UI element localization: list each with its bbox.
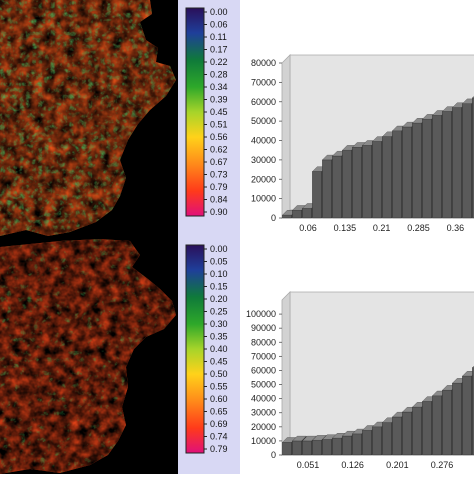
colorbar-tick-label: 0.30 — [210, 319, 228, 329]
y-tick-label: 70000 — [251, 351, 276, 361]
colorbar-ticks-top: 0.00 0.06 0.11 0.17 0.22 0.28 0.34 0.39 0.45 0.51… — [204, 7, 228, 217]
x-tick-label: 0.126 — [341, 460, 364, 470]
colorbar-legend-top: 0.00 0.06 0.11 0.17 0.22 0.28 0.34 0.39 0.45 0.51… — [178, 0, 240, 237]
colorbar-tick-label: 0.10 — [210, 269, 228, 279]
histogram-svg-top: 0 10000 20000 30000 40000 50000 60000 70000 8000… — [251, 54, 474, 233]
colorbar-tick-label: 0.45 — [210, 107, 228, 117]
y-tick-label: 10000 — [251, 436, 276, 446]
y-tick-label: 10000 — [251, 194, 276, 204]
colorbar-tick-label: 0.45 — [210, 357, 228, 367]
colorbar-svg-top: 0.00 0.06 0.11 0.17 0.22 0.28 0.34 0.39 0.45 0.51… — [185, 7, 228, 217]
colorbar-tick-label: 0.84 — [210, 195, 228, 205]
colorbar-tick-label: 0.05 — [210, 257, 228, 267]
colorbar-tick-label: 0.55 — [210, 382, 228, 392]
colorbar-tick-label: 0.22 — [210, 57, 228, 67]
colorbar-tick-label: 0.20 — [210, 294, 228, 304]
y-tick-label: 50000 — [251, 116, 276, 126]
colorbar-gradient-top — [185, 7, 205, 217]
colorbar-tick-label: 0.40 — [210, 344, 228, 354]
colorbar-legend-bottom: 0.00 0.05 0.10 0.15 0.20 0.25 0.30 0.35 0.40 0.45… — [178, 237, 240, 474]
colorbar-tick-label: 0.06 — [210, 20, 228, 30]
y-tick-label: 20000 — [251, 174, 276, 184]
x-tick-label: 0.21 — [373, 223, 391, 233]
y-tick-label: 70000 — [251, 77, 276, 87]
y-tick-label: 0 — [271, 450, 276, 460]
colorbar-tick-label: 0.39 — [210, 95, 228, 105]
heatmap-map-top — [0, 0, 178, 237]
y-tick-label: 40000 — [251, 394, 276, 404]
heatmap-svg-bottom — [0, 239, 176, 474]
colorbar-tick-label: 0.35 — [210, 332, 228, 342]
x-tick-label: 0.051 — [297, 460, 320, 470]
histogram-svg-bottom: 0 10000 20000 30000 40000 50000 60000 70000 8000… — [246, 291, 474, 470]
x-tick-label: 0.285 — [407, 223, 430, 233]
histogram-chart-bottom: 0 10000 20000 30000 40000 50000 60000 70000 8000… — [240, 237, 474, 474]
colorbar-gradient-bottom — [185, 244, 205, 454]
colorbar-tick-label: 0.73 — [210, 170, 228, 180]
colorbar-tick-label: 0.62 — [210, 145, 228, 155]
colorbar-tick-label: 0.51 — [210, 120, 228, 130]
colorbar-tick-label: 0.50 — [210, 369, 228, 379]
y-tick-label: 50000 — [251, 380, 276, 390]
heatmap-svg-top — [0, 0, 176, 236]
colorbar-ticks-bottom: 0.00 0.05 0.10 0.15 0.20 0.25 0.30 0.35 0.40 0.45… — [204, 244, 228, 454]
colorbar-tick-label: 0.00 — [210, 7, 228, 17]
y-tick-label: 80000 — [251, 337, 276, 347]
y-tick-label: 60000 — [251, 97, 276, 107]
colorbar-tick-label: 0.79 — [210, 444, 228, 454]
y-tick-label: 20000 — [251, 422, 276, 432]
y-tick-label: 0 — [271, 213, 276, 223]
colorbar-tick-label: 0.79 — [210, 182, 228, 192]
y-tick-label: 30000 — [251, 408, 276, 418]
colorbar-tick-label: 0.34 — [210, 82, 228, 92]
y-tick-label: 40000 — [251, 136, 276, 146]
y-tick-label: 60000 — [251, 365, 276, 375]
y-tick-label: 100000 — [246, 309, 276, 319]
x-tick-label: 0.135 — [334, 223, 357, 233]
heatmap-map-bottom — [0, 237, 178, 474]
y-tick-label: 30000 — [251, 155, 276, 165]
x-tick-label: 0.36 — [447, 223, 465, 233]
colorbar-tick-label: 0.28 — [210, 70, 228, 80]
colorbar-tick-label: 0.56 — [210, 132, 228, 142]
x-tick-label: 0.06 — [299, 223, 317, 233]
colorbar-tick-label: 0.67 — [210, 157, 228, 167]
colorbar-tick-label: 0.25 — [210, 307, 228, 317]
colorbar-tick-label: 0.60 — [210, 394, 228, 404]
colorbar-tick-label: 0.74 — [210, 432, 228, 442]
y-tick-label: 90000 — [251, 323, 276, 333]
histogram-chart-top: 0 10000 20000 30000 40000 50000 60000 70000 8000… — [240, 0, 474, 237]
colorbar-tick-label: 0.65 — [210, 407, 228, 417]
x-tick-label: 0.201 — [386, 460, 409, 470]
colorbar-tick-label: 0.69 — [210, 419, 228, 429]
colorbar-tick-label: 0.11 — [210, 32, 227, 42]
colorbar-tick-label: 0.15 — [210, 282, 228, 292]
x-tick-label: 0.276 — [431, 460, 454, 470]
colorbar-tick-label: 0.00 — [210, 244, 228, 254]
chart-side-wall — [281, 291, 291, 456]
chart-side-wall — [281, 54, 291, 219]
colorbar-tick-label: 0.17 — [210, 45, 228, 55]
colorbar-svg-bottom: 0.00 0.05 0.10 0.15 0.20 0.25 0.30 0.35 0.40 0.45… — [185, 244, 228, 454]
colorbar-tick-label: 0.90 — [210, 207, 228, 217]
y-tick-label: 80000 — [251, 58, 276, 68]
